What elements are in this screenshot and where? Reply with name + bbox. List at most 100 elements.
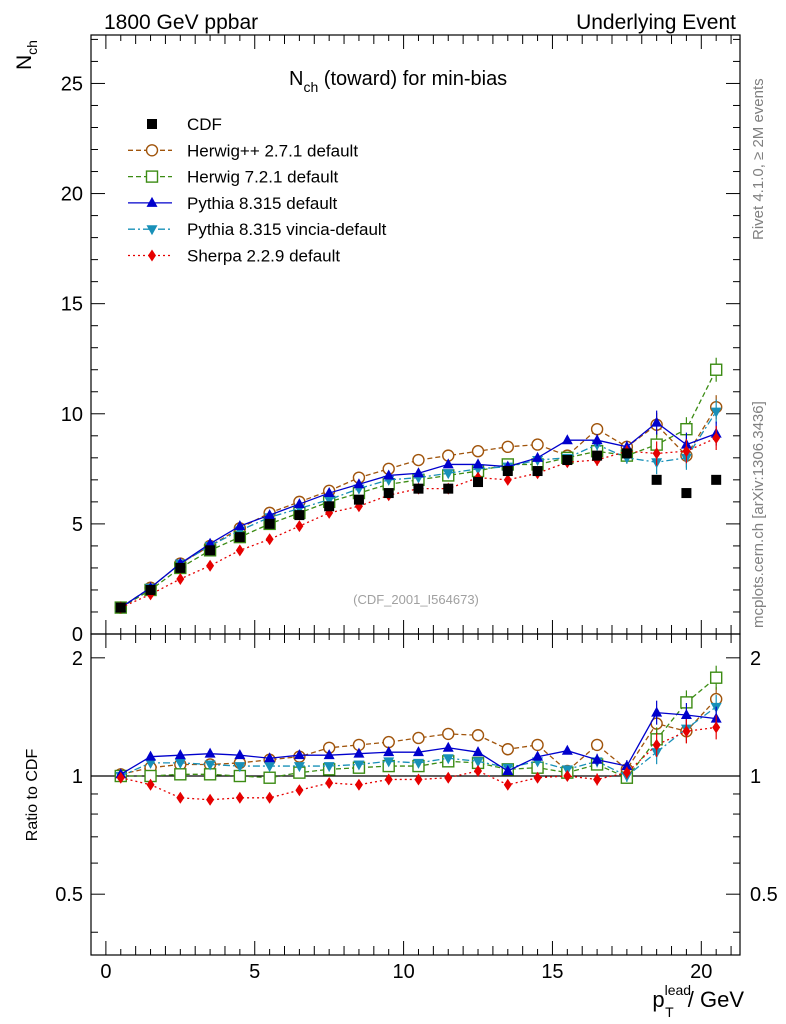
ratio-point-sherpa bbox=[712, 721, 721, 734]
ratio-point-sherpa bbox=[533, 771, 542, 784]
ratio-point-sherpa bbox=[652, 738, 661, 751]
main-point-CDF bbox=[383, 488, 394, 499]
main-point-CDF bbox=[205, 545, 216, 556]
ratio-y-tick-label-right: 2 bbox=[750, 648, 761, 670]
main-axis-ticks: 0 5 10 15 20 25 bbox=[61, 35, 740, 646]
main-point-sherpa bbox=[176, 572, 185, 585]
ratio-point-vincia bbox=[472, 757, 484, 768]
mcplots-label: mcplots.cern.ch [arXiv:1306.3436] bbox=[750, 401, 767, 628]
xlabel-lead: lead bbox=[665, 982, 691, 998]
main-point-CDF bbox=[502, 466, 513, 477]
main-series-pythia bbox=[115, 410, 722, 612]
ratio-point-pythia bbox=[591, 753, 603, 764]
main-point-CDF bbox=[413, 483, 424, 494]
main-point-CDF bbox=[115, 602, 126, 613]
main-point-CDF bbox=[681, 488, 692, 499]
legend-label: Sherpa 2.2.9 default bbox=[187, 247, 340, 266]
ratio-point-pythia bbox=[145, 750, 157, 761]
main-point-herwig7 bbox=[709, 363, 723, 376]
main-point-CDF bbox=[294, 510, 305, 521]
ratio-point-herwig7 bbox=[709, 671, 723, 684]
legend-label: Pythia 8.315 default bbox=[187, 194, 338, 213]
main-point-CDF bbox=[145, 584, 156, 595]
legend-entry-vincia: Pythia 8.315 vincia-default bbox=[128, 220, 387, 239]
legend-marker bbox=[148, 249, 156, 262]
legend-marker bbox=[146, 196, 158, 207]
ratio-point-pythia bbox=[621, 760, 633, 771]
main-point-CDF bbox=[175, 562, 186, 573]
ratio-y-tick-label-right: 0.5 bbox=[750, 884, 778, 906]
ratio-point-pythia bbox=[502, 764, 514, 775]
main-point-pythia bbox=[323, 487, 335, 498]
ratio-point-sherpa bbox=[176, 791, 185, 804]
ratio-point-sherpa bbox=[414, 773, 423, 786]
ratio-point-pythia bbox=[353, 747, 365, 758]
ratio-point-sherpa bbox=[503, 778, 512, 791]
ratio-point-pythia bbox=[293, 749, 305, 760]
rivet-label: Rivet 4.1.0, ≥ 2M events bbox=[750, 78, 767, 240]
main-point-vincia bbox=[323, 495, 335, 506]
legend-label: Herwig 7.2.1 default bbox=[187, 168, 338, 187]
ratio-point-sherpa bbox=[146, 778, 155, 791]
ratio-point-sherpa bbox=[593, 773, 602, 786]
ratio-point-vincia bbox=[353, 760, 365, 771]
main-ylabel-n: N bbox=[13, 55, 36, 70]
ratio-point-vincia bbox=[412, 758, 424, 769]
main-point-sherpa bbox=[295, 520, 304, 533]
main-title-rest: (toward) for min-bias bbox=[318, 68, 507, 90]
main-point-herwigpp bbox=[590, 422, 604, 436]
ratio-point-pythia bbox=[532, 750, 544, 761]
legend-entry-sherpa: Sherpa 2.2.9 default bbox=[128, 247, 340, 266]
ratio-point-pythia bbox=[264, 752, 276, 763]
legend-label: Herwig++ 2.7.1 default bbox=[187, 141, 358, 160]
main-point-CDF bbox=[324, 501, 335, 512]
main-point-pythia bbox=[561, 434, 573, 445]
main-ylabel: Nch bbox=[13, 40, 40, 70]
main-point-pythia bbox=[412, 467, 424, 478]
xlabel-t: T bbox=[665, 1004, 674, 1020]
ratio-point-pythia bbox=[234, 749, 246, 760]
ratio-point-pythia bbox=[472, 746, 484, 757]
ratio-point-sherpa bbox=[354, 778, 363, 791]
main-title-sub: ch bbox=[303, 79, 318, 95]
legend-entry-CDF: CDF bbox=[147, 115, 222, 134]
ratio-y-tick-label: 2 bbox=[72, 648, 83, 670]
ratio-point-vincia bbox=[383, 757, 395, 768]
ratio-series-pythia bbox=[115, 700, 722, 779]
main-point-CDF bbox=[621, 448, 632, 459]
ratio-data-series bbox=[114, 665, 723, 806]
main-ylabel-sub: ch bbox=[24, 40, 40, 55]
main-data-series bbox=[114, 357, 723, 614]
main-point-sherpa bbox=[682, 445, 691, 458]
header-left: 1800 GeV ppbar bbox=[104, 11, 258, 34]
main-point-pythia bbox=[264, 509, 276, 520]
ratio-point-vincia bbox=[234, 762, 246, 773]
main-point-pythia bbox=[293, 498, 305, 509]
ratio-point-vincia bbox=[323, 762, 335, 773]
main-point-CDF bbox=[592, 450, 603, 461]
main-point-pythia bbox=[651, 416, 663, 427]
ratio-point-sherpa bbox=[295, 784, 304, 797]
main-point-pythia bbox=[383, 469, 395, 480]
main-y-tick-label: 0 bbox=[72, 624, 83, 646]
legend-marker bbox=[147, 119, 157, 129]
ratio-frame bbox=[90, 633, 741, 956]
main-point-pythia bbox=[532, 451, 544, 462]
x-tick-label: 0 bbox=[100, 961, 111, 983]
ratio-point-herwig7 bbox=[174, 768, 187, 781]
main-title: Nch (toward) for min-bias bbox=[289, 68, 507, 95]
ratio-point-sherpa bbox=[384, 773, 393, 786]
ratio-point-vincia bbox=[145, 758, 157, 769]
ratio-xlabel: plead T / GeV bbox=[652, 982, 744, 1020]
main-point-pythia bbox=[472, 458, 484, 469]
ratio-point-vincia bbox=[442, 754, 454, 765]
main-point-herwigpp bbox=[531, 438, 544, 451]
main-point-sherpa bbox=[206, 559, 215, 572]
main-point-sherpa bbox=[235, 544, 244, 557]
main-point-pythia bbox=[591, 434, 603, 445]
ratio-point-pythia bbox=[383, 746, 395, 757]
main-point-CDF bbox=[234, 532, 245, 543]
ratio-point-pythia bbox=[323, 749, 335, 760]
xlabel-p: p bbox=[652, 987, 664, 1012]
